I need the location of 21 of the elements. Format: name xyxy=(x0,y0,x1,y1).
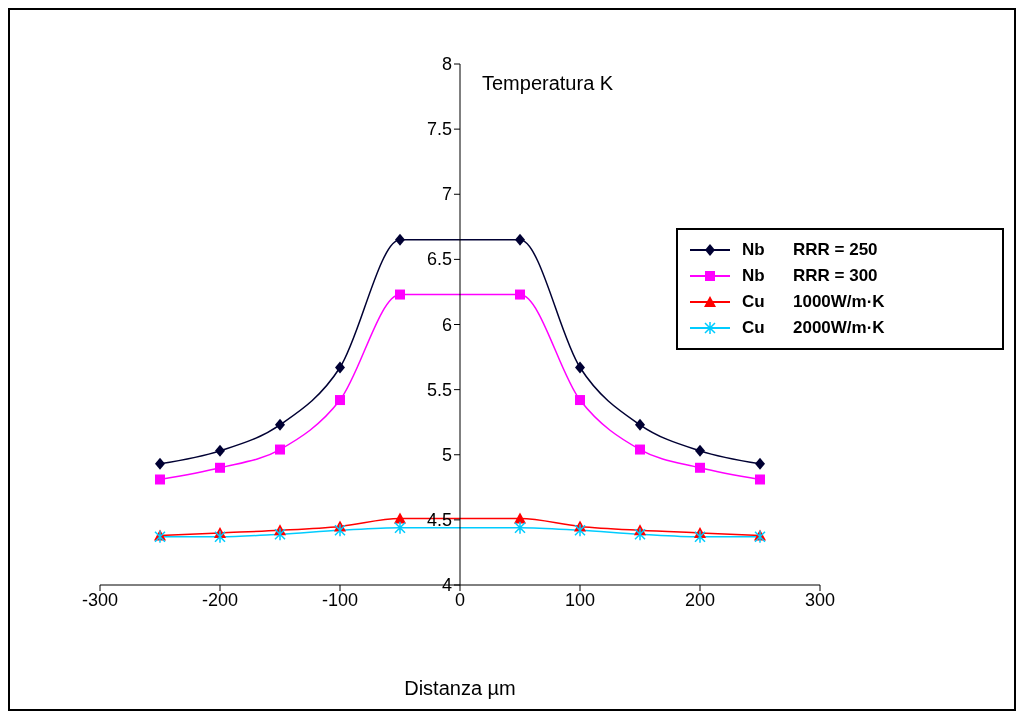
y-tick-label: 7.5 xyxy=(426,119,452,140)
legend-label: Cu 2000W/m·K xyxy=(742,318,885,338)
y-tick-label: 5 xyxy=(441,444,452,465)
y-tick-label: 4 xyxy=(441,575,452,595)
x-tick-label: 0 xyxy=(454,589,466,610)
y-tick-label: 6.5 xyxy=(426,249,452,270)
x-tick-label: -200 xyxy=(201,589,239,610)
x-tick-label: -300 xyxy=(81,589,119,610)
y-axis-title: Temperatura K xyxy=(482,72,614,95)
legend-label: Nb RRR = 250 xyxy=(742,240,878,260)
y-tick-label: 7 xyxy=(441,184,452,205)
x-tick-label: 300 xyxy=(804,589,836,610)
legend-label: Cu 1000W/m·K xyxy=(742,292,885,312)
x-tick-label: -100 xyxy=(321,589,359,610)
x-tick-label: 200 xyxy=(684,589,716,610)
y-tick-label: 6 xyxy=(441,314,452,335)
x-axis-title: Distanza µm xyxy=(404,677,516,699)
y-tick-label: 5.5 xyxy=(426,379,452,400)
y-tick-label: 8 xyxy=(441,54,452,74)
legend-label: Nb RRR = 300 xyxy=(742,266,878,286)
x-tick-label: 100 xyxy=(564,589,596,610)
